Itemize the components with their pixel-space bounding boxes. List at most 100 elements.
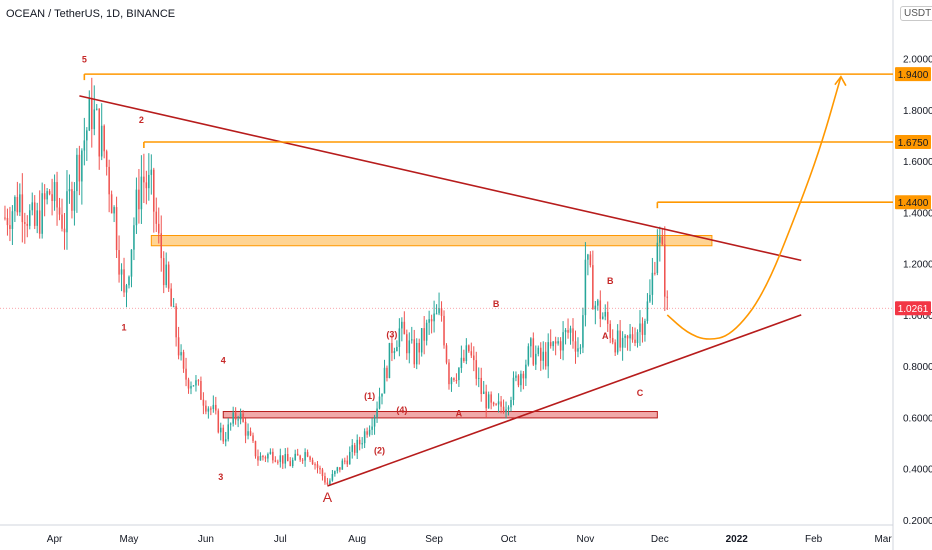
candle-body	[656, 242, 659, 274]
candle-body	[274, 460, 277, 462]
projection-curve[interactable]	[666, 76, 842, 340]
candle-body	[16, 196, 19, 213]
x-tick-label: Jul	[274, 534, 287, 545]
candle-body	[557, 341, 559, 344]
candle-body	[148, 174, 150, 189]
candle-body	[108, 166, 110, 195]
wave-label: A	[602, 331, 609, 341]
candle-body	[71, 189, 73, 211]
candle-body	[520, 373, 522, 386]
level-price-tag	[895, 195, 931, 210]
wave-label: 3	[218, 472, 223, 482]
y-tick-label: 1.8000	[903, 106, 932, 117]
candle-body	[473, 355, 475, 361]
candle-body	[631, 334, 634, 340]
candle-body	[348, 451, 351, 465]
support-zone[interactable]	[222, 411, 658, 419]
candle-body	[562, 332, 564, 351]
wave-label: B	[607, 276, 614, 286]
candle-body	[38, 210, 41, 234]
candle-body	[406, 334, 408, 354]
candle-body	[11, 211, 14, 229]
candle-body	[105, 151, 108, 167]
candle-body	[425, 322, 428, 341]
candle-body	[366, 431, 368, 435]
candle-body	[584, 259, 587, 316]
candle-body	[272, 451, 274, 461]
candle-body	[544, 351, 547, 367]
candle-body	[383, 367, 386, 394]
candle-body	[217, 410, 220, 433]
candle-body	[346, 460, 349, 465]
candle-body	[58, 207, 61, 215]
candle-body	[197, 380, 200, 382]
candle-body	[215, 404, 217, 411]
candle-body	[664, 244, 666, 297]
wave-label: 1	[122, 322, 127, 332]
candle-body	[130, 249, 133, 277]
candle-body	[430, 319, 433, 322]
y-tick-label: 0.6000	[903, 413, 932, 424]
candle-body	[629, 334, 631, 339]
x-tick-label: Dec	[651, 534, 669, 545]
candle-body	[88, 97, 91, 131]
candle-body	[4, 217, 6, 219]
candle-body	[502, 406, 505, 413]
candle-body	[68, 189, 71, 192]
wave-label: (3)	[386, 329, 397, 339]
candle-body	[482, 391, 485, 395]
candle-body	[316, 464, 319, 468]
candle-body	[175, 306, 177, 338]
x-tick-label: May	[120, 534, 139, 545]
candle-body	[227, 424, 229, 440]
candle-body	[621, 337, 624, 348]
candle-body	[413, 339, 416, 365]
x-tick-label: Jun	[198, 534, 214, 545]
candle-body	[205, 405, 207, 412]
x-tick-label: Feb	[805, 534, 823, 545]
trendline-upper[interactable]	[79, 95, 802, 262]
candle-body	[592, 265, 594, 310]
trendline-lower[interactable]	[327, 314, 802, 487]
candle-body	[435, 313, 438, 315]
candle-body	[28, 210, 31, 226]
candle-body	[247, 431, 249, 436]
candle-body	[470, 351, 473, 356]
level-price-label: 1.4400	[898, 198, 929, 209]
y-tick-label: 0.8000	[903, 362, 932, 373]
candle-body	[48, 191, 51, 195]
y-tick-label: 1.4000	[903, 208, 932, 219]
level-price-tag	[895, 67, 931, 82]
candle-body	[212, 404, 215, 410]
candle-body	[165, 264, 167, 286]
x-tick-label: Aug	[348, 534, 366, 545]
candle-body	[78, 154, 81, 182]
candle-body	[403, 321, 406, 335]
candle-body	[98, 108, 100, 157]
candle-body	[448, 362, 450, 385]
candle-body	[9, 225, 11, 229]
y-tick-label: 0.4000	[903, 465, 932, 476]
candle-body	[361, 443, 363, 445]
candle-body	[525, 364, 527, 379]
wave-label: 2	[139, 115, 144, 125]
candle-body	[468, 345, 470, 352]
candle-body	[492, 402, 495, 405]
wave-label: C	[637, 388, 644, 398]
candle-body	[51, 194, 53, 202]
candle-body	[450, 378, 453, 385]
candle-body	[517, 375, 520, 386]
candle-body	[480, 377, 482, 395]
candle-body	[572, 328, 574, 342]
candle-body	[490, 394, 492, 403]
currency-badge[interactable]: USDT	[900, 6, 932, 21]
candle-body	[162, 258, 165, 286]
candle-body	[257, 456, 259, 461]
candle-body	[393, 351, 396, 354]
candle-body	[329, 480, 331, 485]
candle-body	[182, 352, 185, 369]
candle-body	[100, 125, 103, 157]
candle-body	[61, 214, 63, 229]
resistance-zone[interactable]	[150, 235, 713, 247]
